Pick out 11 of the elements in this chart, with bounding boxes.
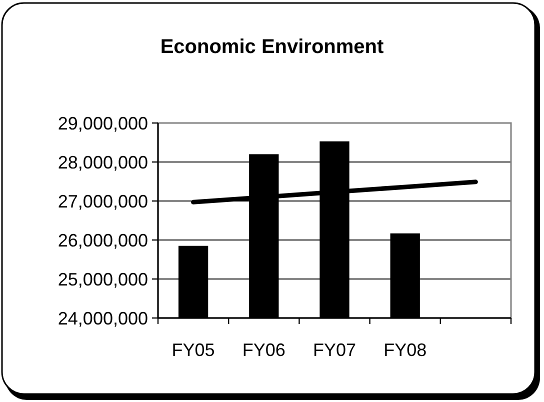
x-tick-label: FY08 <box>384 340 427 360</box>
y-tick-label: 27,000,000 <box>58 191 148 212</box>
x-tick-label: FY07 <box>312 340 356 360</box>
x-tick-label: FY06 <box>242 340 286 360</box>
x-tick-label: FY05 <box>172 340 215 360</box>
y-tick-label: 24,000,000 <box>58 308 148 328</box>
y-tick-label: 28,000,000 <box>58 152 148 172</box>
y-tick-label: 29,000,000 <box>58 113 148 134</box>
y-tick-label: 25,000,000 <box>58 269 148 290</box>
y-tick-label: 26,000,000 <box>58 230 148 250</box>
chart-title: Economic Environment <box>160 36 384 58</box>
